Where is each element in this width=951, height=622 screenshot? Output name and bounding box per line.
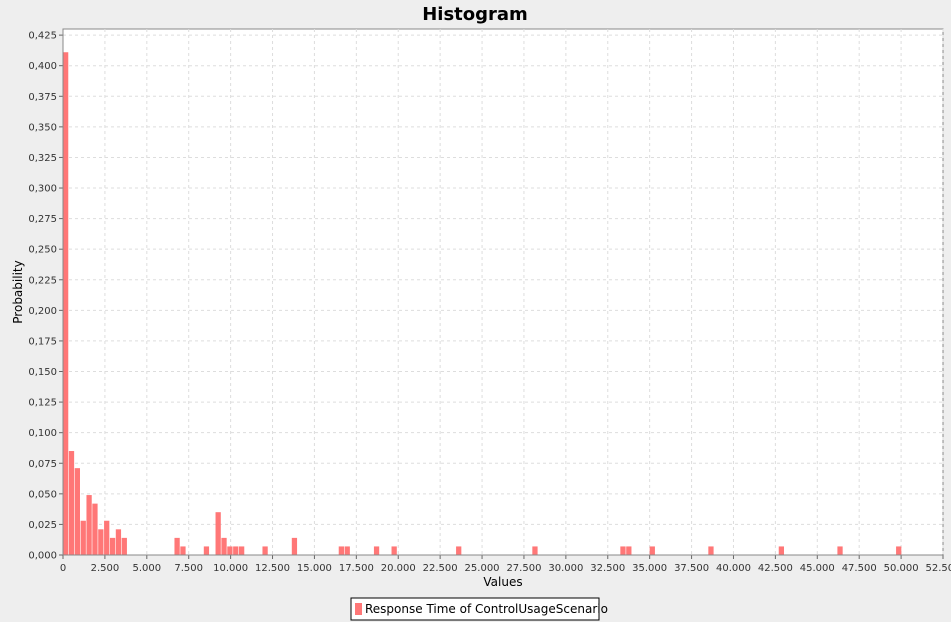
histogram-bar <box>80 520 86 555</box>
legend-box <box>350 597 600 621</box>
histogram-bar <box>104 520 110 555</box>
bars <box>63 52 902 556</box>
plot-area <box>62 28 944 556</box>
x-tick-label: 2.500 <box>91 563 120 574</box>
axes <box>59 29 944 559</box>
x-tick-label: 20.000 <box>381 563 416 574</box>
histogram-bar <box>291 537 298 555</box>
x-tick-label: 40.000 <box>716 563 751 574</box>
histogram-bar <box>837 546 843 555</box>
x-tick-label: 32.500 <box>590 563 625 574</box>
y-tick-label: 0,425 <box>28 31 57 42</box>
histogram-bar <box>221 537 227 555</box>
y-tick-label: 0,075 <box>28 459 57 470</box>
histogram-bar <box>86 495 92 555</box>
x-tick-label: 12.500 <box>255 563 290 574</box>
histogram-bar <box>532 546 538 555</box>
histogram-bar <box>344 546 350 555</box>
y-axis-label: Probability <box>11 260 25 323</box>
histogram-bar <box>121 537 127 555</box>
x-tick-label: 50.000 <box>884 563 919 574</box>
histogram-bar <box>115 529 122 555</box>
legend-swatch <box>355 603 362 615</box>
x-axis-label: Values <box>483 575 522 589</box>
histogram-bar <box>174 537 180 555</box>
x-tick-label: 27.500 <box>506 563 541 574</box>
y-tick-label: 0,200 <box>28 306 57 317</box>
histogram-bar <box>708 546 714 555</box>
histogram-bar <box>456 546 462 555</box>
x-tick-label: 35.000 <box>632 563 667 574</box>
x-tick-label: 17.500 <box>339 563 374 574</box>
y-tick-label: 0,000 <box>28 551 57 562</box>
histogram-bar <box>233 546 239 555</box>
x-tick-label: 42.500 <box>758 563 793 574</box>
histogram-bar <box>262 546 268 555</box>
x-tick-label: 0 <box>60 563 66 574</box>
x-tick-label: 37.500 <box>674 563 709 574</box>
x-tick-label: 45.000 <box>800 563 835 574</box>
y-tick-label: 0,175 <box>28 336 57 347</box>
histogram-bar <box>391 546 397 555</box>
histogram-bar <box>239 546 245 555</box>
histogram-bar <box>98 529 104 555</box>
y-tick-label: 0,375 <box>28 92 57 103</box>
legend-label: Response Time of ControlUsageScenario <box>365 602 608 616</box>
y-tick-label: 0,275 <box>28 214 57 225</box>
histogram-bar <box>373 546 380 555</box>
histogram-bar <box>203 546 210 555</box>
y-tick-label: 0,300 <box>28 184 57 195</box>
x-tick-label: 30.000 <box>548 563 583 574</box>
histogram-bar <box>180 546 186 555</box>
y-tick-label: 0,100 <box>28 428 57 439</box>
histogram-bar <box>896 546 902 555</box>
histogram-bar <box>74 468 80 555</box>
y-tick-label: 0,050 <box>28 489 57 500</box>
y-tick-label: 0,250 <box>28 245 57 256</box>
y-tick-label: 0,350 <box>28 122 57 133</box>
x-tick-label: 25.000 <box>465 563 500 574</box>
y-tick-label: 0,325 <box>28 153 57 164</box>
chart-title: Histogram <box>422 4 528 25</box>
histogram-bar <box>215 512 221 555</box>
x-tick-label: 5.000 <box>132 563 161 574</box>
y-axis-ticks: 0,000 0,025 0,050 0,075 0,100 0,125 0,150 0,175… <box>28 31 57 562</box>
histogram-bar <box>227 546 233 555</box>
x-tick-label: 10.000 <box>213 563 248 574</box>
y-tick-label: 0,025 <box>28 520 57 531</box>
x-axis-ticks: 0 2.500 5.000 7.500 10.000 12.500 15.000 17.500… <box>60 563 951 574</box>
y-tick-label: 0,400 <box>28 61 57 72</box>
legend: Response Time of ControlUsageScenario <box>350 597 608 621</box>
histogram-bar <box>338 546 344 555</box>
x-tick-label: 52.500 <box>926 563 951 574</box>
x-tick-label: 7.500 <box>174 563 203 574</box>
y-tick-label: 0,150 <box>28 367 57 378</box>
histogram-bar <box>778 546 784 555</box>
x-tick-label: 22.500 <box>423 563 458 574</box>
grid-lines <box>63 29 944 555</box>
x-tick-label: 15.000 <box>297 563 332 574</box>
histogram-bar <box>92 503 98 555</box>
x-tick-label: 47.500 <box>842 563 877 574</box>
y-tick-label: 0,225 <box>28 275 57 286</box>
histogram-bar <box>68 451 75 555</box>
histogram-bar <box>109 537 116 555</box>
histogram-bar <box>649 546 655 555</box>
histogram-bar <box>620 546 626 555</box>
histogram-bar <box>63 52 69 556</box>
histogram-bar <box>626 546 632 555</box>
y-tick-label: 0,125 <box>28 398 57 409</box>
